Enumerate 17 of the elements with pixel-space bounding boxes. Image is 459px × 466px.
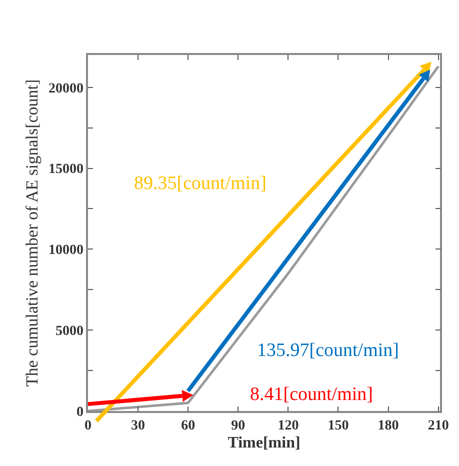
annotation: 135.97[count/min] xyxy=(257,340,399,361)
y-tick-label: 0 xyxy=(76,404,84,420)
y-tick-label: 15000 xyxy=(48,162,84,178)
x-tick-label: 90 xyxy=(231,418,246,434)
x-axis-title: Time[min] xyxy=(228,434,300,452)
y-tick-label: 5000 xyxy=(55,324,84,339)
x-tick-label: 210 xyxy=(428,418,449,434)
annotation: 8.41[count/min] xyxy=(250,384,373,405)
x-tick-label: 30 xyxy=(131,418,146,434)
x-tick-label: 180 xyxy=(378,418,399,434)
y-tick-label: 10000 xyxy=(48,243,84,258)
x-tick-label: 120 xyxy=(278,418,299,434)
x-tick-label: 150 xyxy=(328,418,349,434)
annotation: 89.35[count/min] xyxy=(134,173,266,194)
x-tick-label: 60 xyxy=(181,418,196,434)
y-axis-title: The cumulative number of AE signals[count] xyxy=(22,79,42,387)
y-tick-label: 20000 xyxy=(48,81,84,96)
